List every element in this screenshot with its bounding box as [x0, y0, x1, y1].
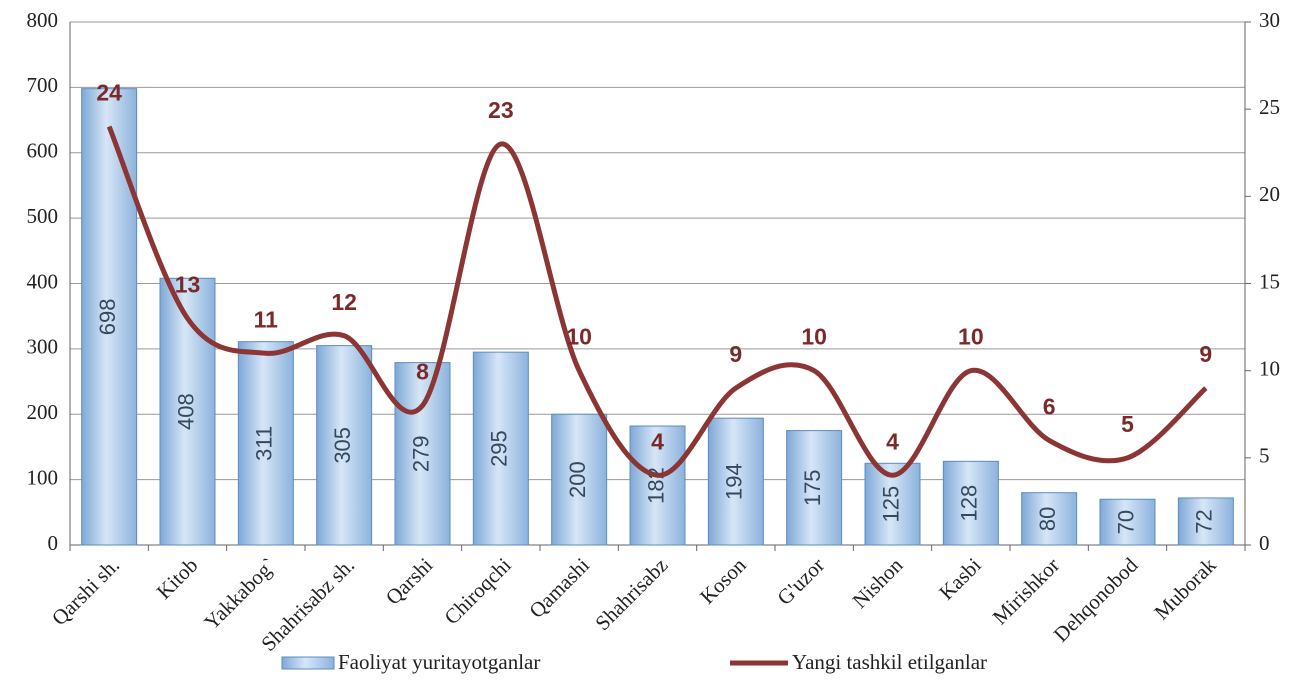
bar-value-label: 80	[1035, 507, 1060, 531]
y2-tick-label: 30	[1259, 8, 1280, 32]
x-tick-label: Nishon	[848, 553, 908, 613]
x-tick-label: Kasbi	[934, 553, 986, 605]
y-tick-label: 300	[27, 335, 59, 359]
bar	[1099, 498, 1156, 546]
y2-tick-label: 15	[1259, 269, 1280, 293]
x-tick-label: Qamashi	[524, 553, 594, 623]
x-tick-label: Yakkabog`	[199, 553, 280, 634]
bar	[786, 430, 843, 546]
x-tick-label: Qarshi sh.	[47, 553, 124, 630]
x-tick-label: Kitob	[152, 553, 203, 604]
line-value-label: 9	[1199, 341, 1212, 367]
bar	[864, 462, 921, 546]
line-value-label: 4	[886, 428, 899, 454]
x-tick-label: Chiroqchi	[439, 553, 515, 629]
y2-tick-label: 25	[1259, 95, 1280, 119]
bar-value-label: 125	[878, 486, 903, 523]
bar-value-label: 698	[95, 298, 120, 335]
y-tick-label: 400	[27, 269, 59, 293]
line-value-label: 4	[651, 428, 664, 454]
line-value-label: 10	[801, 324, 827, 350]
bar-value-label: 72	[1192, 509, 1217, 533]
line-value-label: 11	[254, 306, 279, 332]
line-value-label: 9	[729, 341, 742, 367]
y-tick-label: 500	[27, 204, 59, 228]
bar	[394, 362, 451, 546]
y2-tick-label: 20	[1259, 182, 1280, 206]
line-value-label: 5	[1121, 411, 1134, 437]
bar-value-label: 311	[252, 426, 277, 461]
bar	[1021, 492, 1078, 546]
bar-value-label: 175	[800, 469, 825, 506]
legend-swatch	[281, 656, 335, 670]
line-value-label: 23	[488, 97, 514, 123]
y-tick-label: 600	[27, 139, 59, 163]
bar	[159, 277, 216, 546]
line	[106, 125, 1208, 478]
bar	[81, 88, 138, 546]
line-value-label: 10	[566, 324, 592, 350]
line-value-label: 24	[96, 80, 122, 106]
x-tick-label: Mirishkor	[988, 553, 1064, 629]
x-tick-label: Dehqonobod	[1049, 553, 1143, 647]
x-tick-label: Qarshi	[381, 553, 438, 610]
x-tick-label: Koson	[695, 553, 751, 609]
bar-value-label: 200	[565, 461, 590, 498]
y2-tick-label: 5	[1259, 444, 1270, 468]
bar	[551, 413, 608, 546]
y-tick-label: 200	[27, 400, 59, 424]
y-tick-label: 0	[48, 531, 59, 555]
bar	[942, 460, 999, 546]
y2-tick-label: 10	[1259, 356, 1280, 380]
bar	[1177, 497, 1234, 546]
bar	[237, 341, 294, 546]
line-value-label: 12	[331, 289, 357, 315]
legend-label: Faoliyat yuritayotganlar	[338, 650, 540, 674]
bar-value-label: 408	[173, 393, 198, 430]
bar-value-label: 128	[957, 485, 982, 522]
x-tick-label: Muborak	[1149, 553, 1221, 625]
y-tick-label: 100	[27, 465, 59, 489]
y2-tick-label: 0	[1259, 531, 1270, 555]
line-value-label: 13	[175, 271, 201, 297]
legend-label: Yangi tashkil etilganlar	[792, 650, 987, 674]
bar-value-label: 279	[408, 435, 433, 472]
bar-value-label: 305	[330, 427, 355, 464]
bar-value-label: 70	[1113, 510, 1138, 534]
line-value-label: 8	[416, 359, 429, 385]
bar-value-label: 295	[487, 430, 512, 467]
x-tick-label: Shahrisabz	[590, 553, 672, 635]
bar	[707, 417, 764, 546]
y-tick-label: 800	[27, 8, 59, 32]
y-tick-label: 700	[27, 73, 59, 97]
bar-value-label: 194	[722, 463, 747, 500]
bar	[316, 345, 373, 546]
line-value-label: 6	[1043, 393, 1056, 419]
bar	[472, 351, 529, 546]
bar	[629, 425, 686, 546]
x-tick-label: G'uzor	[772, 553, 829, 610]
line-value-label: 10	[958, 324, 984, 350]
